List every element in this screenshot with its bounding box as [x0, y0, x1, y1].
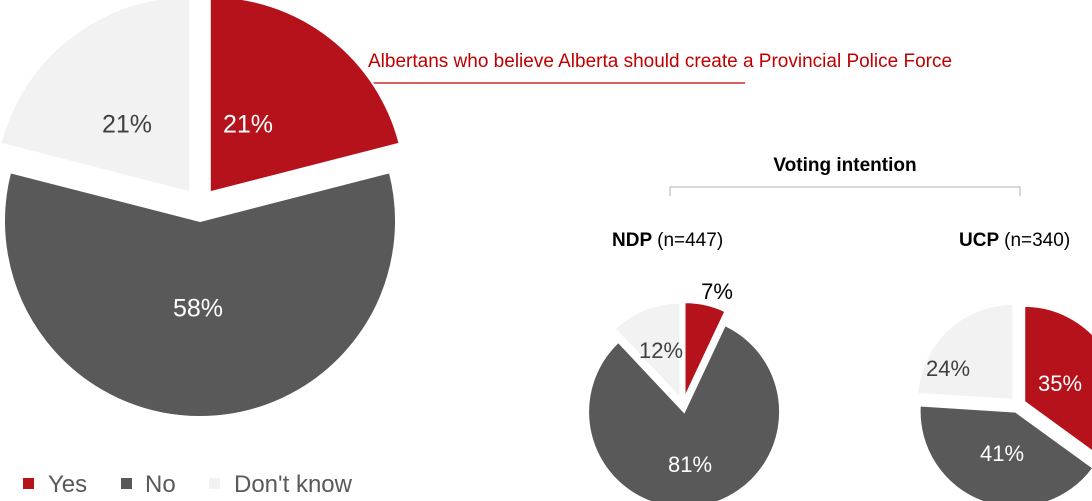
legend-swatch-yes: [23, 478, 34, 489]
pie-all-slice-dont-know: [0, 0, 192, 194]
voting-intention-title: Voting intention: [773, 155, 916, 176]
pie-ucp-label-no: 41%: [980, 441, 1024, 466]
group-ndp-name: NDP: [612, 230, 652, 251]
pie-ndp-label-dont-know: 12%: [639, 338, 683, 363]
legend-label-dont-know: Don't know: [234, 471, 353, 498]
pie-ucp-voters: 35% 41% 24%: [916, 302, 1092, 501]
group-label-ndp: NDP (n=447): [612, 230, 723, 251]
pie-ucp-label-yes: 35%: [1038, 371, 1082, 396]
pie-all-label-dont-know: 21%: [102, 111, 152, 139]
legend: Yes No Don't know: [23, 471, 353, 498]
pie-all-slice-no: [3, 171, 397, 419]
pie-ucp-slice-yes: [1023, 304, 1092, 453]
pie-ucp-slice-no: [918, 404, 1092, 501]
group-ndp-n: (n=447): [657, 230, 723, 251]
group-ucp-n: (n=340): [1004, 230, 1070, 251]
pie-ucp-label-dont-know: 24%: [926, 356, 970, 381]
group-label-ucp: UCP (n=340): [959, 230, 1070, 251]
pie-all-label-yes: 21%: [223, 111, 273, 139]
legend-label-no: No: [145, 471, 176, 498]
legend-swatch-no: [121, 478, 132, 489]
pie-all-albertans: 21% 58% 21%: [0, 0, 401, 419]
group-ucp-name: UCP: [959, 230, 999, 251]
pie-ndp-slice-dont-know: [613, 301, 682, 402]
voting-intention-bracket: [669, 186, 1021, 196]
pie-ndp-voters: 7% 81% 12%: [587, 279, 782, 501]
pie-ndp-slice-yes: [683, 301, 727, 399]
pie-ndp-label-yes: 7%: [701, 279, 733, 304]
legend-label-yes: Yes: [48, 471, 87, 498]
pie-ndp-slice-no: [587, 323, 782, 501]
legend-swatch-dont-know: [209, 478, 220, 489]
pie-all-slice-yes: [208, 0, 401, 194]
pie-ndp-label-no: 81%: [668, 452, 712, 477]
pie-ucp-slice-dont-know: [916, 302, 1015, 401]
chart-subtitle: Albertans who believe Alberta should cre…: [368, 51, 952, 72]
pie-all-label-no: 58%: [173, 295, 223, 323]
